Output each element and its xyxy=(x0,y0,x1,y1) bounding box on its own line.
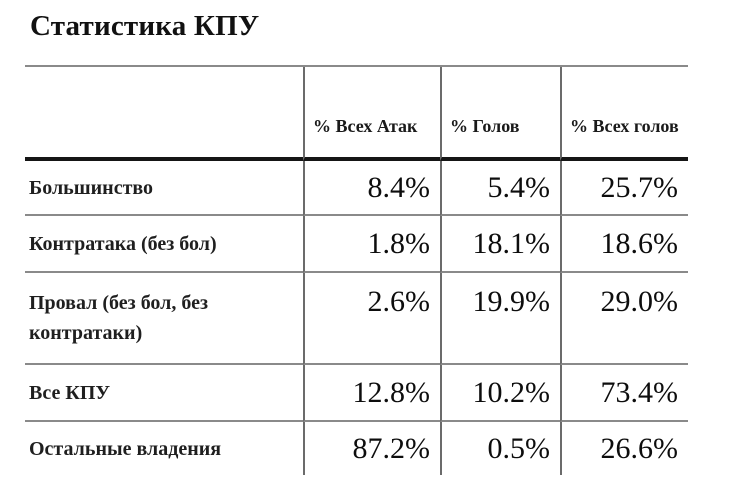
value-cell: 26.6% xyxy=(560,422,688,475)
value-cell: 12.8% xyxy=(303,365,440,422)
value-cell: 25.7% xyxy=(560,161,688,216)
header-empty-cell xyxy=(25,67,303,161)
value-cell: 73.4% xyxy=(560,365,688,422)
row-label: Провал (без бол, без контратаки) xyxy=(25,273,303,365)
value-cell: 10.2% xyxy=(440,365,560,422)
value-cell: 0.5% xyxy=(440,422,560,475)
value-cell: 18.6% xyxy=(560,216,688,273)
value-cell: 2.6% xyxy=(303,273,440,365)
kpu-stats-table: % Всех Атак % Голов % Всех голов Большин… xyxy=(25,65,688,475)
column-header-pct-goals: % Голов xyxy=(440,67,560,161)
page-title: Статистика КПУ xyxy=(30,10,260,42)
row-label: Контратака (без бол) xyxy=(25,216,303,273)
value-cell: 87.2% xyxy=(303,422,440,475)
row-label: Большинство xyxy=(25,161,303,216)
column-header-pct-all-goals: % Всех голов xyxy=(560,67,688,161)
row-label: Все КПУ xyxy=(25,365,303,422)
value-cell: 8.4% xyxy=(303,161,440,216)
value-cell: 5.4% xyxy=(440,161,560,216)
column-header-pct-attacks: % Всех Атак xyxy=(303,67,440,161)
value-cell: 1.8% xyxy=(303,216,440,273)
value-cell: 19.9% xyxy=(440,273,560,365)
value-cell: 18.1% xyxy=(440,216,560,273)
row-label: Остальные владения xyxy=(29,437,222,460)
value-cell: 29.0% xyxy=(560,273,688,365)
